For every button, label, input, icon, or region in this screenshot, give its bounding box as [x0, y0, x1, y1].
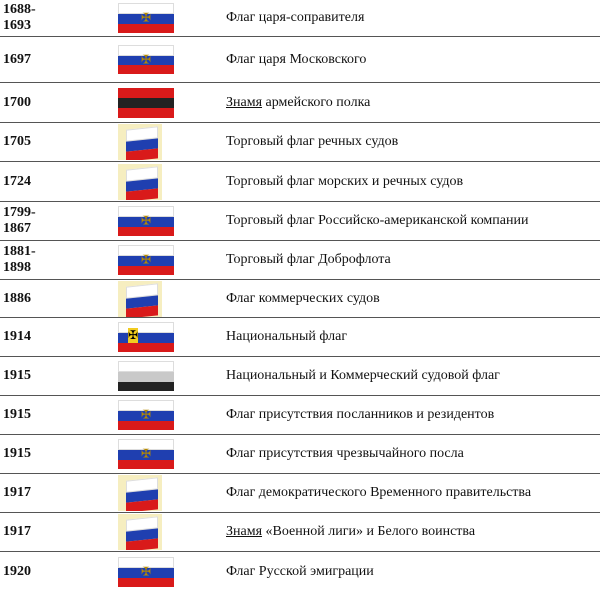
description-cell: Флаг присутствия посланников и резиденто… [226, 407, 494, 423]
description-cell: Флаг царя-соправителя [226, 10, 364, 26]
table-row: 1886 Флаг коммерческих судов [0, 280, 600, 318]
eagle-emblem-icon: ✠ [140, 52, 152, 66]
description-text: Флаг царя-соправителя [226, 10, 365, 25]
description-cell: Национальный флаг [226, 329, 347, 345]
description-text: Национальный и Коммерческий судовой флаг [226, 368, 500, 383]
table-row: 1697 ✠ Флаг царя Московского [0, 37, 600, 83]
table-row: 1688- 1693 ✠ Флаг царя-соправителя [0, 0, 600, 37]
year-cell: 1705 [3, 134, 31, 149]
description-cell: Торговый флаг Доброфлота [226, 252, 391, 268]
table-row: 1700 Знамя армейского полка [0, 83, 600, 123]
eagle-emblem-icon: ✠ [128, 328, 139, 343]
year-cell: 1724 [3, 173, 31, 189]
year-cell: 1917 [3, 485, 31, 500]
description-text: Флаг демократического Временного правите… [226, 485, 532, 500]
description-cell: Торговый флаг речных судов [226, 134, 398, 150]
eagle-emblem-icon: ✠ [140, 446, 152, 461]
year-cell: 1917 [3, 524, 31, 539]
flag-image [118, 87, 174, 118]
description-text: «Военной лиги» и Белого воинства [262, 524, 476, 539]
year-cell: 1799- 1867 [3, 205, 36, 236]
description-text: Флаг царя Московского [226, 51, 367, 67]
flag-image [118, 514, 162, 550]
flag-image: ✠ [118, 44, 174, 75]
table-row: 1915 ✠ Флаг присутствия посланников и рези… [0, 396, 600, 435]
eagle-emblem-icon: ✠ [140, 252, 152, 267]
table-row: 1920 ✠ Флаг Русской эмиграции [0, 552, 600, 592]
year-cell: 1915 [3, 446, 31, 461]
description-cell: Торговый флаг морских и речных судов [226, 174, 463, 190]
flag-image [118, 163, 162, 200]
table-row: 1917 Знамя «Военной лиги» и Белого воинст… [0, 513, 600, 552]
table-row: 1881- 1898 ✠ Торговый флаг Доброфлота [0, 241, 600, 280]
description-text: Флаг присутствия посланников и резиденто… [226, 407, 495, 422]
table-row: 1917 Флаг демократического Временного пра… [0, 474, 600, 513]
description-text: Флаг Русской эмиграции [226, 564, 374, 579]
flag-image [118, 124, 162, 160]
description-text: Флаг присутствия чрезвычайного посла [226, 446, 464, 461]
flag-image: ✠ [118, 245, 174, 275]
flag-image: ✠ [118, 400, 174, 430]
description-cell: Флаг царя Московского [226, 52, 366, 68]
description-cell: Знамя «Военной лиги» и Белого воинства [226, 524, 475, 540]
year-cell: 1700 [3, 94, 31, 110]
flag-image: ✠ [118, 439, 174, 469]
flag-image [118, 361, 174, 391]
description-text: армейского полка [262, 94, 371, 110]
table-row: 1915 Национальный и Коммерческий судовой … [0, 357, 600, 396]
year-cell: 1697 [3, 51, 31, 67]
description-cell: Флаг коммерческих судов [226, 291, 380, 307]
znamya-link[interactable]: Знамя [226, 524, 263, 539]
description-text: Торговый флаг морских и речных судов [226, 173, 464, 189]
flag-image [118, 475, 162, 511]
year-cell: 1914 [3, 329, 31, 344]
flag-image: ✠ [118, 206, 174, 236]
eagle-emblem-icon: ✠ [140, 407, 152, 422]
flag-image: ✠ [118, 3, 174, 33]
description-text: Торговый флаг Доброфлота [226, 252, 391, 267]
table-row: 1914 ✠ Национальный флаг [0, 318, 600, 357]
description-cell: Флаг Русской эмиграции [226, 564, 374, 580]
year-cell: 1881- 1898 [3, 244, 36, 275]
table-row: 1724 Торговый флаг морских и речных судов [0, 162, 600, 202]
description-cell: Флаг присутствия чрезвычайного посла [226, 446, 464, 462]
flag-image: ✠ [118, 557, 174, 587]
eagle-emblem-icon: ✠ [140, 10, 152, 25]
eagle-emblem-icon: ✠ [140, 564, 152, 579]
description-text: Национальный флаг [226, 329, 348, 344]
description-text: Флаг коммерческих судов [226, 290, 380, 306]
flag-image: ✠ [118, 322, 174, 352]
description-cell: Торговый флаг Российско-американской ком… [226, 213, 528, 229]
description-cell: Знамя армейского полка [226, 95, 370, 111]
table-row: 1915 ✠ Флаг присутствия чрезвычайного посл… [0, 435, 600, 474]
year-cell: 1688- 1693 [3, 2, 36, 33]
table-row: 1799- 1867 ✠ Торговый флаг Российско-амери… [0, 202, 600, 241]
description-text: Торговый флаг Российско-американской ком… [226, 213, 529, 228]
year-cell: 1915 [3, 368, 31, 383]
description-cell: Национальный и Коммерческий судовой флаг [226, 368, 500, 384]
table-row: 1705 Торговый флаг речных судов [0, 123, 600, 162]
year-cell: 1886 [3, 290, 31, 306]
description-text: Торговый флаг речных судов [226, 134, 399, 149]
flag-image [118, 280, 162, 317]
description-cell: Флаг демократического Временного правите… [226, 485, 531, 501]
year-cell: 1915 [3, 407, 31, 422]
znamya-link[interactable]: Знамя [226, 94, 263, 110]
year-cell: 1920 [3, 564, 31, 579]
eagle-emblem-icon: ✠ [140, 213, 152, 228]
